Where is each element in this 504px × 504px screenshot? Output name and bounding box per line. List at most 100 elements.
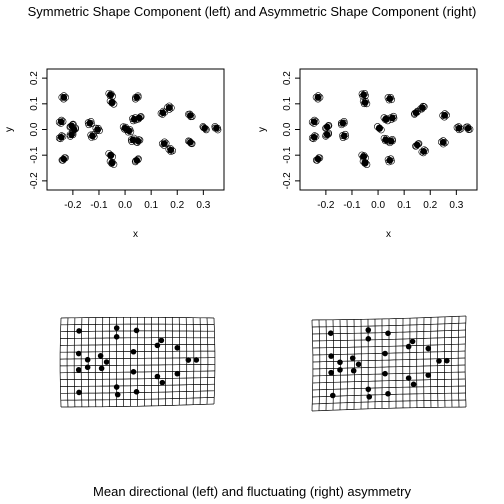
left-grid-landmark — [133, 389, 140, 395]
left-grid-hline — [60, 337, 215, 339]
left-plot-point — [186, 112, 194, 119]
left-plot-point — [57, 118, 65, 126]
left-grid-landmark — [76, 389, 82, 396]
right-grid-vline — [311, 319, 314, 412]
left-plot-x-tick-label: -0.2 — [64, 200, 82, 211]
left-plot-y-tick-label: 0.1 — [29, 96, 40, 110]
left-plot-y-tick-label: 0.0 — [29, 122, 40, 136]
right-grid-vline — [318, 319, 321, 411]
left-plot-point — [94, 126, 101, 133]
left-grid-landmark — [174, 370, 181, 377]
left-plot-point — [70, 126, 78, 133]
left-plot-point — [108, 159, 116, 167]
right-plot-point — [323, 123, 331, 131]
bottom-title: Mean directional (left) and fluctuating … — [93, 484, 411, 499]
right-grid-landmark — [410, 381, 417, 388]
right-plot-point — [323, 131, 331, 138]
right-grid-landmark — [405, 343, 412, 350]
right-plot-point — [455, 124, 463, 132]
left-grid-vline — [59, 317, 62, 408]
left-grid-landmark — [75, 350, 82, 357]
right-grid-hline — [312, 371, 466, 377]
right-grid-hline — [312, 399, 466, 405]
left-grid-landmark — [113, 325, 120, 331]
left-plot-point — [159, 109, 167, 117]
right-grid-landmark — [444, 357, 450, 364]
left-grid-vline — [66, 317, 69, 408]
right-plot-x-tick-label: 0.3 — [449, 200, 463, 211]
left-grid-landmark — [154, 373, 161, 380]
left-grid-landmark — [75, 367, 82, 373]
left-plot-x-tick-label: 0.2 — [170, 200, 184, 211]
left-plot-point — [201, 124, 208, 132]
right-grid-landmark — [425, 372, 432, 378]
left-plot: -0.2 -0.1 0.0 0.1 0.2 0.3 -0.2 -0.1 0.0 0.1 0.2 x y — [4, 68, 225, 240]
right-plot-x-axis-label: x — [386, 229, 391, 240]
right-grid-vline — [325, 319, 328, 411]
right-grid-vline — [346, 319, 348, 410]
left-plot-point — [167, 146, 175, 154]
right-grid-landmark — [337, 359, 343, 366]
right-plot-point — [464, 124, 472, 132]
left-grid-hline — [60, 344, 215, 346]
right-grid-landmark — [385, 390, 391, 397]
left-plot-y-tick-label: 0.2 — [29, 71, 40, 85]
right-grid-hline — [312, 322, 466, 328]
right-grid-landmark — [328, 353, 334, 359]
right-plot-y-tick-label: 0.2 — [282, 71, 293, 85]
right-plot-point — [339, 119, 347, 127]
right-plot-x-tick-label: 0.2 — [423, 200, 437, 211]
left-grid-hline — [60, 383, 215, 387]
right-grid-landmark — [382, 370, 388, 377]
left-plot-point — [107, 91, 115, 99]
right-plot-point — [360, 91, 368, 99]
left-plot-x-tick-label: -0.1 — [90, 200, 108, 211]
left-grid-hline — [60, 370, 215, 374]
right-grid — [311, 315, 467, 412]
left-grid-vline — [178, 317, 181, 406]
left-grid-landmark — [130, 348, 137, 355]
left-plot-x-tick-label: 0.0 — [118, 200, 132, 211]
right-plot-x-tick-label: 0.1 — [397, 200, 411, 211]
left-grid-landmark — [185, 357, 192, 363]
right-grid-hline — [312, 350, 466, 356]
right-plot-y-tick-label: 0.1 — [282, 96, 293, 110]
right-grid-landmark — [350, 367, 357, 374]
right-grid-hline — [312, 336, 466, 342]
right-plot-point — [386, 157, 394, 164]
left-grid-vline — [199, 317, 202, 405]
right-plot-point — [419, 104, 426, 111]
left-plot-point — [133, 157, 141, 164]
left-plot-point — [60, 94, 68, 101]
left-plot-point — [160, 140, 168, 147]
right-grid-landmark — [337, 367, 343, 373]
right-grid-landmark — [366, 394, 373, 400]
left-plot-y-tick-label: -0.1 — [29, 146, 40, 164]
right-grid-landmark — [365, 336, 372, 342]
right-plot-point — [387, 137, 395, 145]
left-grid-landmark — [158, 337, 165, 344]
page-title: Symmetric Shape Component (left) and Asy… — [27, 4, 477, 19]
left-grid-landmark — [159, 379, 166, 386]
right-plot-y-tick-label: -0.1 — [282, 146, 293, 164]
right-grid-landmark — [425, 345, 432, 352]
left-grid-landmark — [103, 359, 110, 365]
left-grid-landmark — [98, 365, 105, 372]
left-grid-vline — [192, 317, 195, 405]
right-grid-vline — [443, 316, 446, 408]
left-grid-landmark — [174, 344, 181, 351]
left-grid-landmark — [84, 364, 91, 371]
left-plot-x-axis-label: x — [133, 229, 138, 240]
right-grid-landmark — [409, 338, 416, 345]
left-grid-landmark — [76, 328, 82, 334]
left-plot-point — [186, 139, 194, 146]
right-grid-landmark — [365, 327, 372, 333]
right-grid-landmark — [385, 330, 391, 337]
left-grid-landmark — [130, 369, 137, 375]
right-grid-hline — [312, 378, 466, 384]
right-plot-point — [386, 95, 394, 102]
right-grid-vline — [430, 317, 432, 408]
right-plot-point — [441, 112, 448, 119]
right-grid-landmark — [328, 369, 334, 376]
right-plot-point — [382, 136, 390, 144]
